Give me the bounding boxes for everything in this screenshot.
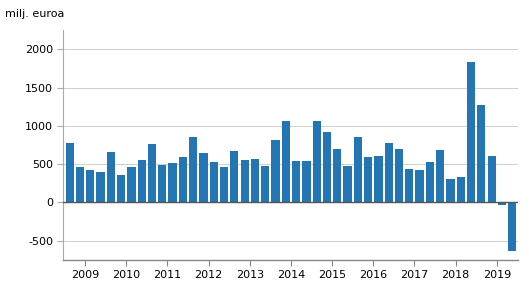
Bar [66, 143, 74, 202]
Bar [364, 157, 372, 202]
Bar [426, 162, 434, 202]
Bar [302, 161, 311, 202]
Bar [251, 159, 259, 202]
Bar [508, 202, 516, 251]
Bar [488, 156, 496, 202]
Bar [158, 165, 167, 202]
Bar [96, 172, 105, 202]
Bar [333, 149, 341, 202]
Bar [127, 167, 135, 202]
Bar [199, 153, 207, 202]
Bar [498, 202, 506, 205]
Bar [343, 165, 352, 202]
Bar [323, 132, 331, 202]
Bar [230, 151, 239, 202]
Bar [76, 167, 84, 202]
Bar [385, 143, 393, 202]
Bar [241, 160, 249, 202]
Bar [477, 105, 486, 202]
Bar [395, 149, 403, 202]
Bar [281, 121, 290, 202]
Bar [415, 170, 424, 202]
Bar [189, 137, 197, 202]
Bar [292, 161, 300, 202]
Bar [271, 140, 280, 202]
Bar [168, 163, 177, 202]
Bar [86, 170, 94, 202]
Bar [375, 156, 382, 202]
Bar [313, 121, 321, 202]
Bar [179, 157, 187, 202]
Bar [446, 178, 454, 202]
Bar [138, 160, 146, 202]
Bar [261, 166, 269, 202]
Bar [220, 167, 228, 202]
Bar [148, 144, 156, 202]
Bar [457, 177, 465, 202]
Bar [436, 150, 444, 202]
Bar [209, 162, 218, 202]
Text: milj. euroa: milj. euroa [5, 9, 65, 19]
Bar [467, 62, 475, 202]
Bar [354, 137, 362, 202]
Bar [405, 169, 414, 202]
Bar [117, 175, 125, 202]
Bar [107, 152, 115, 202]
